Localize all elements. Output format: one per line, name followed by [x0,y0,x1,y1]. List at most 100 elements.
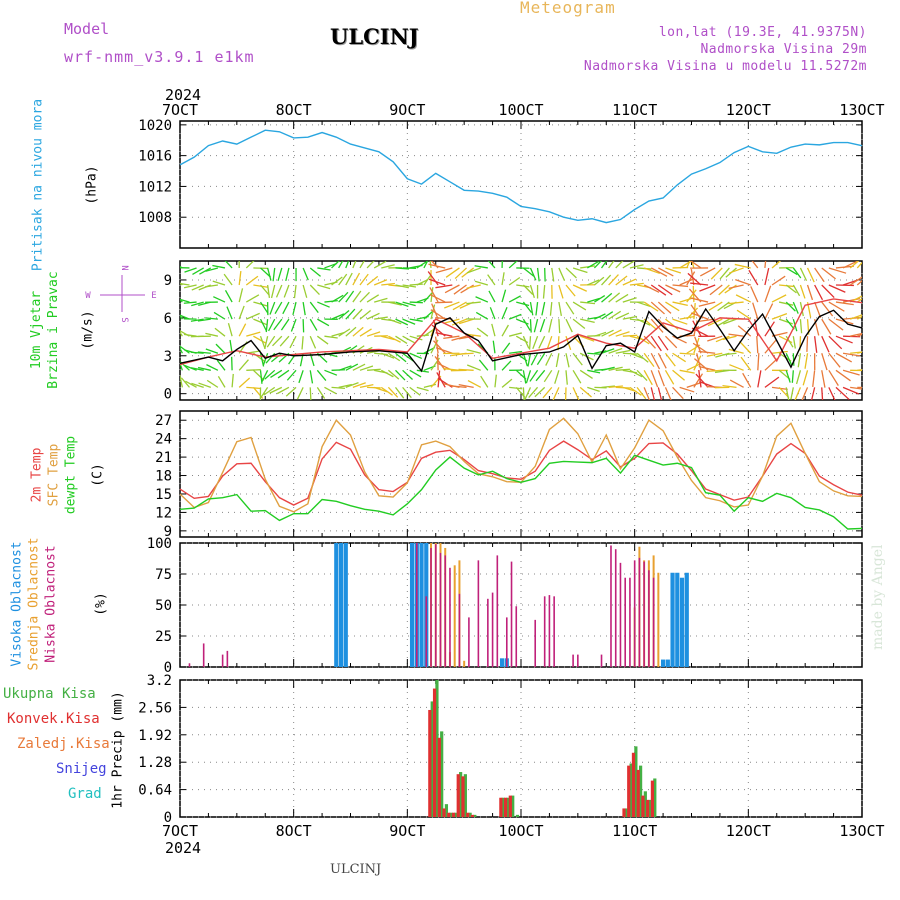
wind-arrow [381,282,396,286]
wind-arrow [280,318,290,331]
wind-arrow [525,370,532,384]
wind-arrow [246,331,261,337]
precip-bar [624,808,628,817]
wind-arrow [608,274,619,286]
wind-arrow [366,275,379,286]
wind-arrow [764,376,780,388]
wind-arrow [555,353,560,368]
wind-arrow [475,296,489,303]
precip-bar [636,769,640,817]
cloud-bar [439,552,442,667]
wind-arrow [857,351,862,354]
wind-arrow [686,381,702,388]
wind-arrow [835,369,851,382]
precip-bar [650,780,655,817]
wind-arrow [452,301,467,311]
wind-arrow [849,314,862,320]
wind-arrow [686,261,691,269]
wind-arrow [679,369,695,374]
cloud-bar [477,560,480,667]
wind-arrow [331,313,345,320]
wind-arrow [657,284,673,296]
cloud-bar [468,617,470,667]
wind-arrow [565,301,575,315]
wind-arrow [538,335,546,349]
wind-arrow [785,370,791,383]
wind-arrow [650,267,668,277]
wind-arrow [494,374,497,388]
wind-arrow [572,369,582,384]
wind-arrow [273,318,283,331]
wind-arrow [665,284,681,293]
wind-arrow [429,261,432,269]
wind-arrow [543,369,553,383]
wind-arrow [430,287,434,303]
wind-arrow [608,385,623,389]
wind-arrow [388,301,402,306]
wind-arrow [814,301,822,318]
y-tick-label: 24 [155,432,172,448]
wind-arrow [799,284,806,299]
wind-arrow [259,301,269,314]
precip-bar [515,814,520,817]
wind-arrow [402,301,416,307]
wind-arrow [643,387,651,400]
wind-arrow [529,267,537,281]
wind-arrow [409,318,423,322]
wind-arrow [734,263,751,269]
precip-bar [646,799,650,817]
wind-arrow [475,311,489,320]
y-tick-label: 15 [155,487,172,503]
precip-legend-item: Snijeg [56,761,107,777]
wind-arrow [601,292,613,303]
cloud-bar [338,543,344,667]
wind-arrow [764,267,770,286]
cloud-bar [343,543,348,667]
wind-arrow [601,274,612,286]
wind-arrow [272,267,276,282]
wind-arrow [698,365,716,371]
wind-arrow [338,328,351,337]
wind-arrow [430,304,436,320]
wind-arrow [629,264,644,269]
wind-arrow [508,276,521,286]
wind-arrow [264,336,269,350]
wind-arrow [580,301,596,305]
wind-arrow [478,359,489,371]
y-tick-label: 1016 [138,149,172,165]
year-label-top: 2024 [165,86,201,104]
wind-arrow [224,261,233,269]
temp-axis-label-line: dewpt Temp [64,436,79,514]
wind-arrow [665,301,680,312]
cloud-bar [614,549,617,667]
wind-arrow [806,336,809,352]
pressure-line [179,129,863,224]
wind-arrow [309,267,321,277]
wind-arrow [785,284,797,294]
wind-arrow [290,318,297,332]
precip-bar [456,774,460,817]
wind-arrow [508,313,522,320]
wind-arrow [359,261,365,269]
wind-arrow [636,352,649,363]
wind-arrow [402,318,416,325]
wind-arrow [842,369,860,376]
wind-arrow [180,282,190,286]
wind-arrow [458,318,474,325]
wind-arrow [629,352,644,359]
cloud-bar [515,606,518,667]
wind-arrow [764,339,777,354]
wind-arrow [380,386,393,396]
wind-arrow [856,298,862,303]
wind-arrow [423,310,434,320]
temp-axis-label-line: 2m Temp [30,447,45,502]
wind-arrow [491,323,496,337]
wind-arrow [199,267,212,275]
wind-arrow [522,318,531,331]
wind-arrow [672,301,688,306]
wind-arrow [594,350,607,354]
wind-arrow [238,270,242,286]
wind-arrow [657,301,672,314]
wind-unit-label-line: (m/s) [81,310,96,349]
wind-arrow [516,301,530,307]
